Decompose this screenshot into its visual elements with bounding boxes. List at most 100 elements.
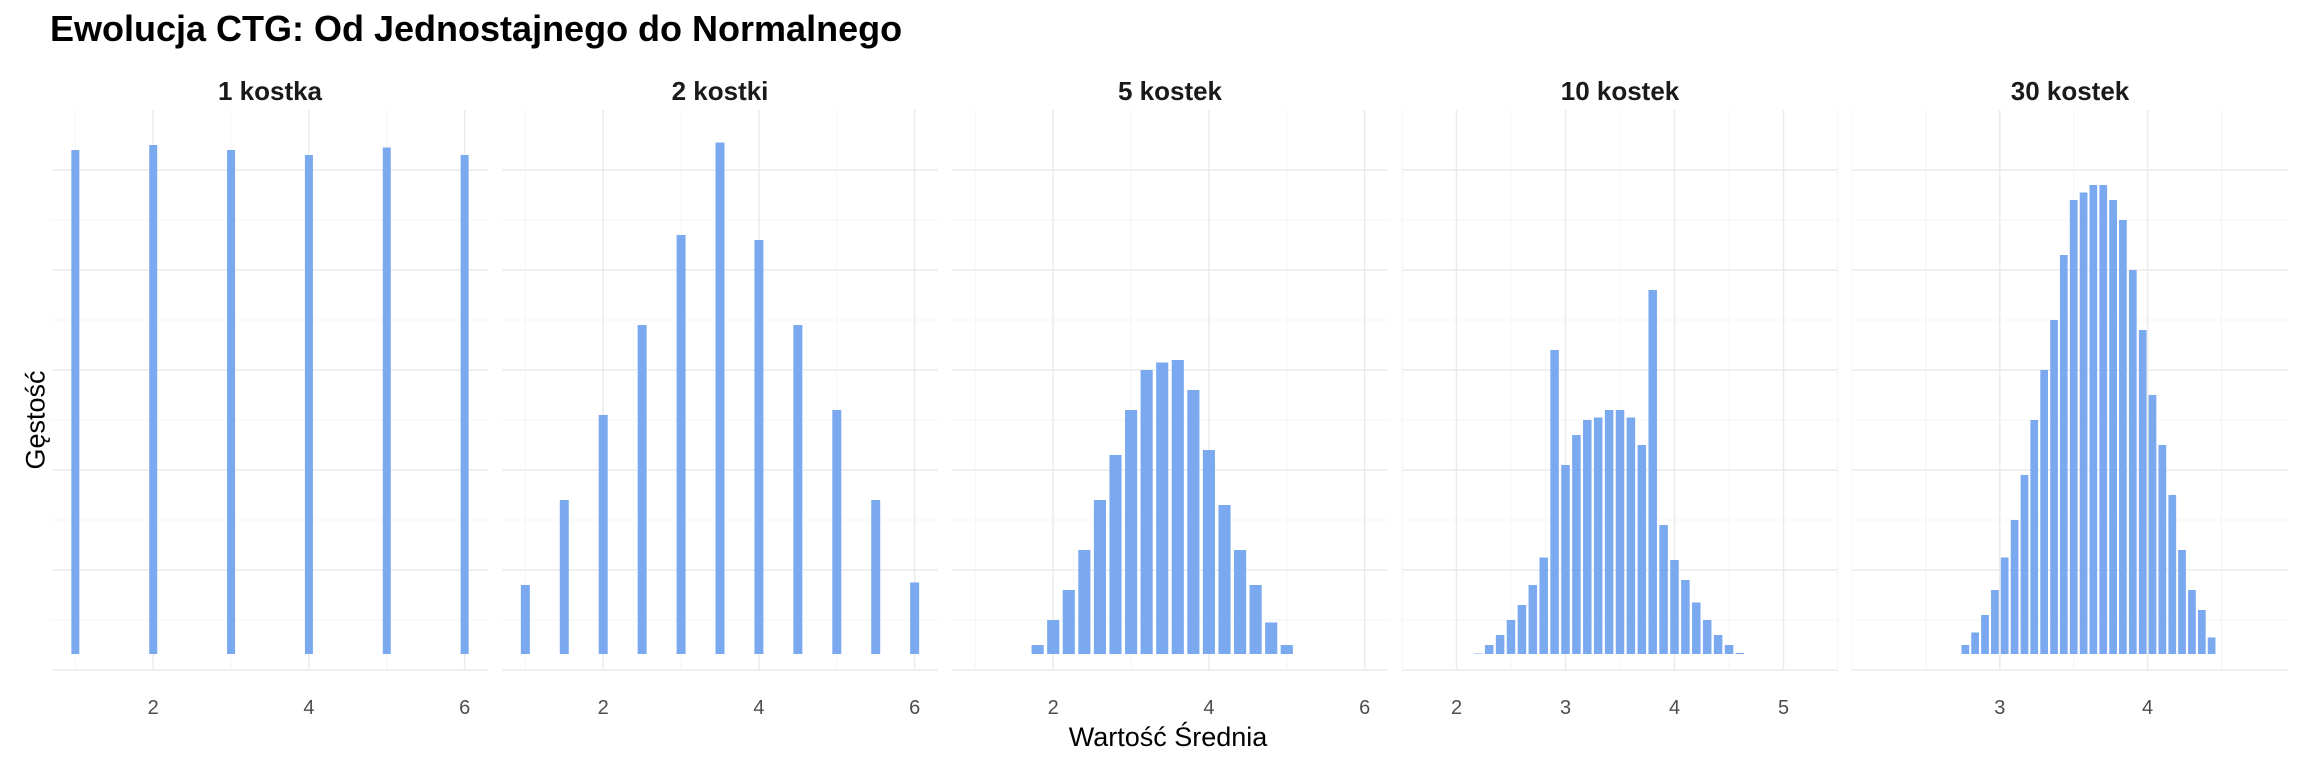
histogram-bar [1561,465,1570,654]
histogram-bar [754,240,764,654]
histogram-bar [1062,590,1075,654]
histogram-bar [1971,632,1979,654]
histogram-bar [1528,585,1538,654]
histogram-bar [1702,620,1712,654]
facet-panel-0: 1 kostka 2 4 6 [52,76,488,719]
histogram-bar [637,325,647,654]
histogram-bar [715,142,725,654]
x-tick-label: 6 [1359,697,1370,719]
histogram-bar [1109,455,1122,654]
histogram-bar [1249,585,1262,654]
histogram-bar [910,582,920,654]
histogram-bar [2128,270,2137,654]
histogram-bar [2148,395,2157,654]
histogram-bar [1981,615,1989,654]
histogram-bar [676,235,686,654]
facet-panel-4: 30 kostek 3 4 [1851,76,2288,719]
x-tick-label: 4 [1669,697,1680,719]
histogram-bar [1124,410,1138,654]
histogram-bar [1474,653,1483,654]
histogram-bar [1637,445,1647,654]
x-tick-label: 2 [1451,697,1462,719]
histogram-bar [2119,220,2127,654]
histogram-bar [2207,637,2216,654]
histogram-bar [460,155,469,654]
x-tick-label: 6 [459,697,470,719]
histogram-bar [1093,500,1107,654]
histogram-bar [227,150,236,654]
histogram-bar [1280,645,1293,654]
histogram-bar [2020,475,2029,654]
histogram-bar [1681,580,1690,654]
histogram-bar [1233,550,1247,654]
histogram-bar [1047,620,1060,654]
x-tick-label: 2 [598,697,609,719]
facet-title: 1 kostka [218,76,323,106]
histogram-bar [2000,557,2009,654]
x-tick-label: 4 [1203,697,1214,719]
histogram-bar [71,150,80,654]
histogram-bar [2089,185,2098,654]
histogram-bar [871,500,881,654]
x-tick-label: 6 [909,697,920,719]
x-tick-label: 3 [1560,697,1571,719]
histogram-bar [1615,410,1625,654]
facet-panel-2: 5 kostek 2 4 6 [952,76,1388,719]
chart-title: Ewolucja CTG: Od Jednostajnego do Normal… [50,8,903,49]
histogram-bar [1991,590,1999,654]
histogram-bar [1539,557,1548,654]
histogram-bar [2040,370,2048,654]
histogram-bar [1517,605,1527,654]
histogram-bar [2168,495,2177,654]
histogram-bar [1659,525,1668,654]
histogram-bar [2099,185,2108,654]
histogram-bar [1187,390,1200,654]
facet-panel-1: 2 kostki 2 4 6 [502,76,938,719]
histogram-bar [1265,622,1278,654]
histogram-bar [520,585,530,654]
facet-title: 2 kostki [672,76,769,106]
facet-panel-3: 10 kostek 2 3 4 5 [1401,76,1839,719]
histogram-bar [304,155,313,654]
histogram-bar [1495,635,1505,654]
histogram-bar [2050,320,2058,654]
x-tick-label: 4 [2142,697,2153,719]
histogram-bar [598,415,608,654]
histogram-bar [2079,192,2088,654]
x-tick-label: 5 [1778,697,1789,719]
histogram-bar [1604,410,1614,654]
histogram-bar [2059,255,2068,654]
histogram-bar [2158,445,2167,654]
histogram-bar [1648,290,1657,654]
facet-title: 5 kostek [1118,76,1223,106]
histogram-bar [1202,450,1216,654]
histogram-bar [1078,550,1091,654]
x-tick-label: 4 [753,697,764,719]
histogram-bar [1171,360,1184,654]
histogram-bar [1735,653,1745,654]
histogram-bar [2010,520,2019,654]
histogram-bar [2197,610,2206,654]
histogram-bar [1156,362,1169,654]
histogram-bar [1140,370,1153,654]
histogram-bar [1218,505,1231,654]
histogram-bar [382,147,391,654]
histogram-bar [2138,330,2147,654]
histogram-bar [832,410,842,654]
histogram-bar [1626,417,1636,654]
facet-title: 30 kostek [2011,76,2130,106]
x-tick-label: 2 [148,697,159,719]
facet-title: 10 kostek [1561,76,1680,106]
x-tick-label: 4 [303,697,314,719]
histogram-bar [1692,602,1701,654]
histogram-bar [1572,435,1581,654]
histogram-bar [1724,645,1734,654]
histogram-bar [1506,620,1516,654]
histogram-bar [2178,550,2186,654]
histogram-bar [2188,590,2196,654]
histogram-bar [1583,420,1592,654]
histogram-bar [793,325,803,654]
histogram-bar [1593,417,1603,654]
histogram-bar [2030,420,2039,654]
